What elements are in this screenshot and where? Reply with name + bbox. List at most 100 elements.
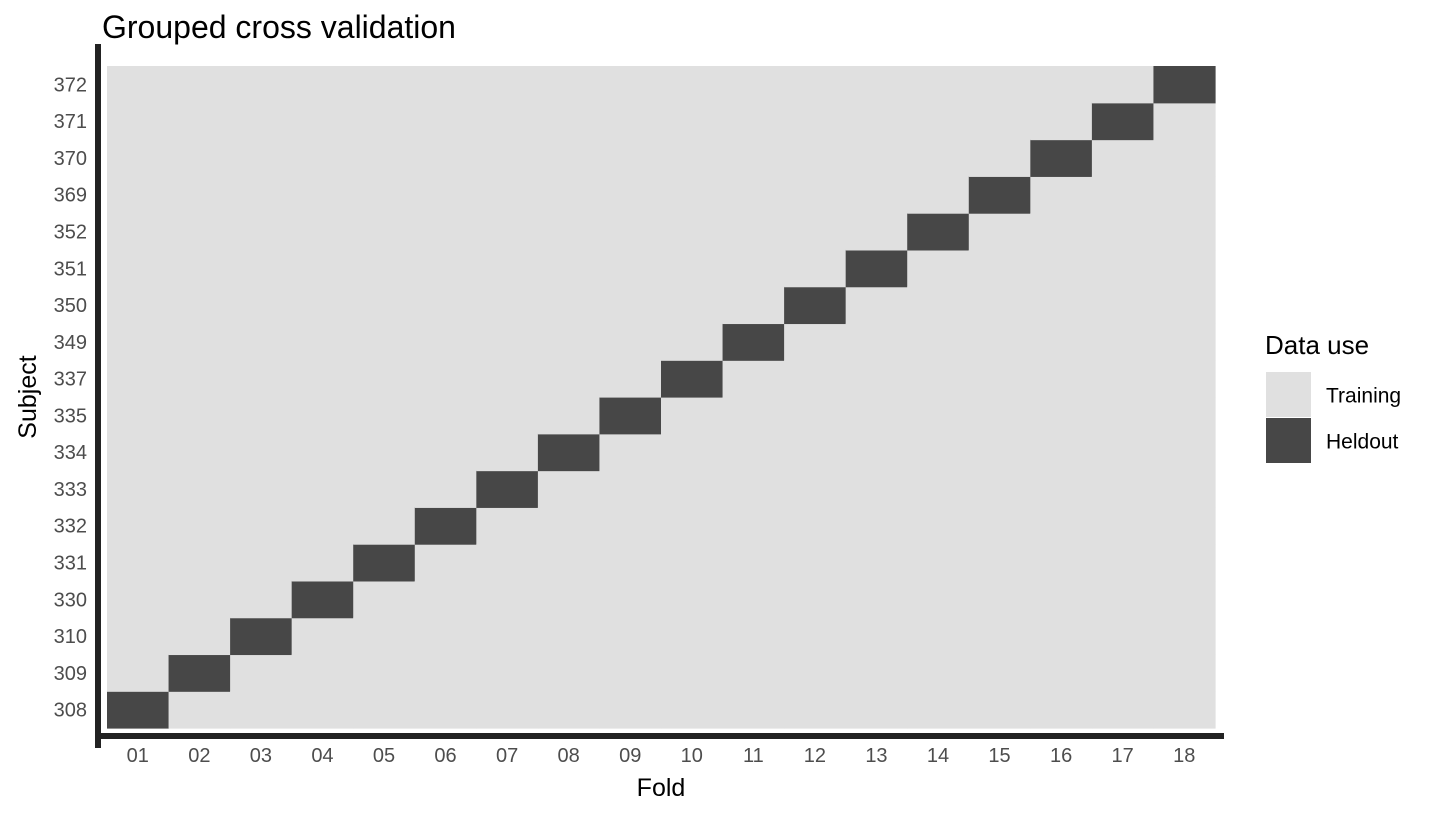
- heatmap-cell-training: [1030, 691, 1093, 729]
- heatmap-cell-training: [661, 323, 724, 361]
- heatmap-cell-training: [476, 544, 539, 582]
- heatmap-cell-training: [168, 323, 231, 361]
- heatmap-cell-training: [476, 139, 539, 177]
- heatmap-cell-training: [722, 213, 785, 251]
- heatmap-cell-training: [661, 654, 724, 692]
- heatmap-cell-training: [722, 139, 785, 177]
- heatmap-cell-training: [353, 213, 416, 251]
- heatmap-cell-training: [661, 286, 724, 325]
- heatmap-cell-training: [476, 176, 539, 214]
- heatmap-cell-training: [599, 249, 662, 288]
- heatmap-cell-training: [476, 66, 539, 104]
- heatmap-cell-training: [845, 433, 908, 472]
- heatmap-cell-training: [599, 691, 662, 729]
- x-tick-label: 03: [250, 745, 272, 767]
- heatmap-cell-training: [968, 580, 1031, 619]
- heatmap-cell-training: [968, 507, 1031, 545]
- heatmap-cell-training: [1030, 286, 1093, 325]
- heatmap-cell-training: [599, 617, 662, 656]
- heatmap-cell-training: [230, 470, 293, 508]
- heatmap-cell-training: [722, 397, 785, 435]
- heatmap-cell-training: [1091, 397, 1155, 435]
- heatmap-cell-training: [1091, 176, 1155, 214]
- heatmap-cell-training: [1153, 691, 1216, 729]
- heatmap-cell-training: [1030, 249, 1093, 288]
- heatmap-cell-training: [476, 433, 539, 472]
- heatmap-cell-training: [1153, 249, 1216, 288]
- heatmap-cell-heldout: [168, 654, 231, 692]
- heatmap-cell-training: [107, 470, 170, 508]
- heatmap-cell-training: [968, 544, 1031, 582]
- heatmap-cell-training: [845, 544, 908, 582]
- heatmap-cell-heldout: [599, 397, 662, 435]
- heatmap-cell-training: [1091, 691, 1155, 729]
- heatmap-cell-training: [414, 66, 477, 104]
- heatmap-cell-training: [599, 66, 662, 104]
- heatmap-cell-training: [1091, 66, 1155, 104]
- heatmap-cell-training: [537, 507, 601, 545]
- heatmap-cell-training: [1030, 176, 1093, 214]
- legend-swatch-heldout: [1266, 418, 1311, 463]
- heatmap-cell-training: [661, 397, 724, 435]
- heatmap-cell-training: [661, 176, 724, 214]
- heatmap-cell-training: [784, 102, 847, 141]
- heatmap-cell-training: [661, 66, 724, 104]
- heatmap-cell-training: [599, 654, 662, 692]
- heatmap-cell-training: [1153, 397, 1216, 435]
- heatmap-cell-training: [291, 323, 354, 361]
- heatmap-cell-training: [784, 507, 847, 545]
- heatmap-cell-training: [168, 397, 231, 435]
- heatmap-cell-training: [230, 580, 293, 619]
- heatmap-cell-training: [784, 470, 847, 508]
- heatmap-cell-training: [722, 544, 785, 582]
- heatmap-cell-training: [1030, 360, 1093, 398]
- heatmap-cell-training: [784, 654, 847, 692]
- heatmap-cell-training: [1153, 323, 1216, 361]
- heatmap-cell-training: [1030, 213, 1093, 251]
- heatmap-cell-training: [353, 286, 416, 325]
- heatmap-cell-training: [1091, 213, 1155, 251]
- heatmap-cell-training: [845, 360, 908, 398]
- heatmap-cell-training: [1030, 102, 1093, 141]
- heatmap-cell-training: [537, 102, 601, 141]
- heatmap-cell-training: [1153, 470, 1216, 508]
- heatmap-cell-training: [537, 249, 601, 288]
- heatmap-cell-training: [230, 360, 293, 398]
- heatmap-cell-training: [291, 470, 354, 508]
- heatmap-cell-training: [291, 249, 354, 288]
- heatmap-cell-heldout: [353, 544, 416, 582]
- heatmap-cell-training: [537, 139, 601, 177]
- x-tick-label: 11: [743, 745, 764, 767]
- heatmap-cell-training: [291, 139, 354, 177]
- heatmap-cell-training: [1153, 580, 1216, 619]
- heatmap-cell-training: [845, 580, 908, 619]
- heatmap-cell-training: [907, 176, 970, 214]
- heatmap-cell-training: [537, 286, 601, 325]
- heatmap-cell-training: [1091, 507, 1155, 545]
- heatmap-cell-training: [968, 139, 1031, 177]
- heatmap-cell-training: [230, 249, 293, 288]
- heatmap-cell-training: [784, 691, 847, 729]
- heatmap-cell-heldout: [907, 213, 970, 251]
- heatmap-cell-training: [476, 213, 539, 251]
- heatmap-cell-training: [907, 691, 970, 729]
- heatmap-cell-training: [291, 433, 354, 472]
- heatmap-cell-training: [414, 470, 477, 508]
- heatmap-cell-training: [230, 397, 293, 435]
- x-tick-label: 14: [927, 745, 949, 767]
- heatmap-cell-training: [291, 286, 354, 325]
- heatmap-cell-training: [968, 66, 1031, 104]
- heatmap-cell-training: [661, 580, 724, 619]
- heatmap-cell-training: [784, 397, 847, 435]
- y-tick-label: 370: [54, 148, 87, 170]
- heatmap-cell-training: [907, 433, 970, 472]
- heatmap-cell-heldout: [537, 433, 601, 472]
- heatmap-cell-training: [230, 102, 293, 141]
- chart-title: Grouped cross validation: [102, 9, 456, 45]
- heatmap-cell-training: [476, 249, 539, 288]
- heatmap-cell-training: [661, 617, 724, 656]
- heatmap-cell-training: [168, 617, 231, 656]
- heatmap-cell-training: [353, 66, 416, 104]
- heatmap-cell-training: [907, 617, 970, 656]
